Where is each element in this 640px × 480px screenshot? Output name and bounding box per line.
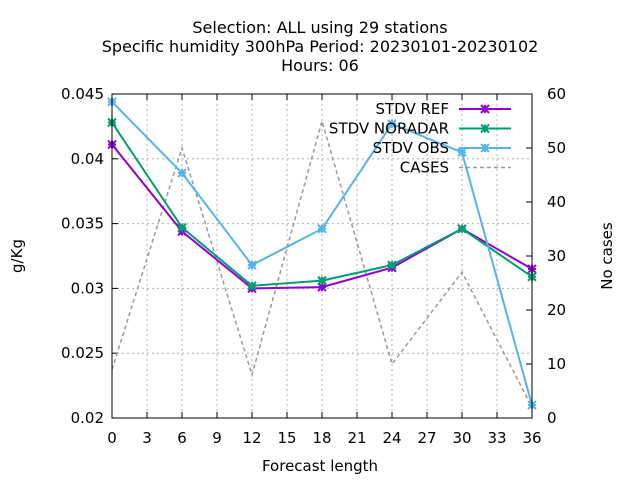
legend-label: STDV NORADAR bbox=[329, 120, 449, 138]
y2-tick-label: 60 bbox=[547, 85, 566, 103]
data-point-stdv-noradar bbox=[177, 222, 187, 233]
legend-label: CASES bbox=[400, 159, 449, 177]
plot-frame bbox=[111, 93, 533, 419]
data-point-stdv-obs bbox=[387, 119, 397, 129]
x-tick-label: 30 bbox=[452, 429, 471, 447]
y-tick-label: 0.035 bbox=[61, 215, 104, 233]
legend-item-stdv-ref: STDV REF bbox=[375, 100, 511, 118]
y-axis-label: g/Kg bbox=[8, 239, 26, 273]
y-tick-label: 0.03 bbox=[71, 279, 104, 297]
data-point-stdv-noradar bbox=[247, 281, 257, 291]
data-point-stdv-noradar bbox=[457, 224, 467, 234]
legend-label: STDV REF bbox=[375, 100, 449, 118]
x-tick-label: 27 bbox=[417, 429, 436, 447]
chart-title-line-2: Specific humidity 300hPa Period: 2023010… bbox=[102, 37, 539, 56]
grid-layer bbox=[112, 94, 532, 418]
y2-tick-label: 40 bbox=[547, 193, 566, 211]
legend-marker bbox=[480, 143, 490, 153]
data-point-stdv-noradar bbox=[317, 275, 327, 286]
y-tick-label: 0.025 bbox=[61, 344, 104, 362]
x-tick-label: 3 bbox=[142, 429, 152, 447]
legend-marker bbox=[480, 123, 490, 134]
y-tick-label: 0.045 bbox=[61, 85, 104, 103]
x-tick-label: 21 bbox=[347, 429, 366, 447]
x-tick-label: 33 bbox=[487, 429, 506, 447]
series-cases bbox=[111, 118, 533, 408]
legend-marker bbox=[480, 104, 490, 114]
y2-tick-label: 20 bbox=[547, 301, 566, 319]
ticks-layer: 0 3 6 9 12 15 18 21 24 27 30 33 360.020.0250.030.035… bbox=[61, 85, 566, 447]
y-tick-label: 0.04 bbox=[71, 150, 104, 168]
chart-title-line-3: Hours: 06 bbox=[281, 56, 359, 75]
data-point-stdv-noradar bbox=[387, 260, 397, 270]
x-tick-label: 12 bbox=[242, 429, 261, 447]
x-tick-label: 0 bbox=[107, 429, 117, 447]
y2-tick-label: 0 bbox=[547, 409, 557, 427]
y2-tick-label: 50 bbox=[547, 139, 566, 157]
x-tick-label: 15 bbox=[277, 429, 296, 447]
y2-tick-label: 30 bbox=[547, 247, 566, 265]
x-tick-label: 6 bbox=[177, 429, 187, 447]
legend-item-cases: CASES bbox=[400, 159, 511, 177]
legend-item-stdv-noradar: STDV NORADAR bbox=[329, 120, 511, 138]
data-point-stdv-obs bbox=[177, 168, 187, 178]
x-tick-label: 18 bbox=[312, 429, 331, 447]
x-tick-label: 9 bbox=[212, 429, 222, 447]
series-line-cases bbox=[111, 118, 533, 408]
chart-title-line-1: Selection: ALL using 29 stations bbox=[192, 18, 447, 37]
data-point-stdv-obs bbox=[317, 224, 327, 234]
y-tick-label: 0.02 bbox=[71, 409, 104, 427]
y2-axis-label: No cases bbox=[598, 222, 616, 290]
legend-item-stdv-obs: STDV OBS bbox=[373, 139, 511, 157]
data-point-stdv-obs bbox=[457, 147, 467, 158]
x-tick-label: 24 bbox=[382, 429, 401, 447]
y2-tick-label: 10 bbox=[547, 355, 566, 373]
data-point-stdv-obs bbox=[247, 260, 257, 270]
x-axis-label: Forecast length bbox=[262, 457, 378, 475]
x-tick-label: 36 bbox=[522, 429, 541, 447]
legend-label: STDV OBS bbox=[373, 139, 449, 157]
